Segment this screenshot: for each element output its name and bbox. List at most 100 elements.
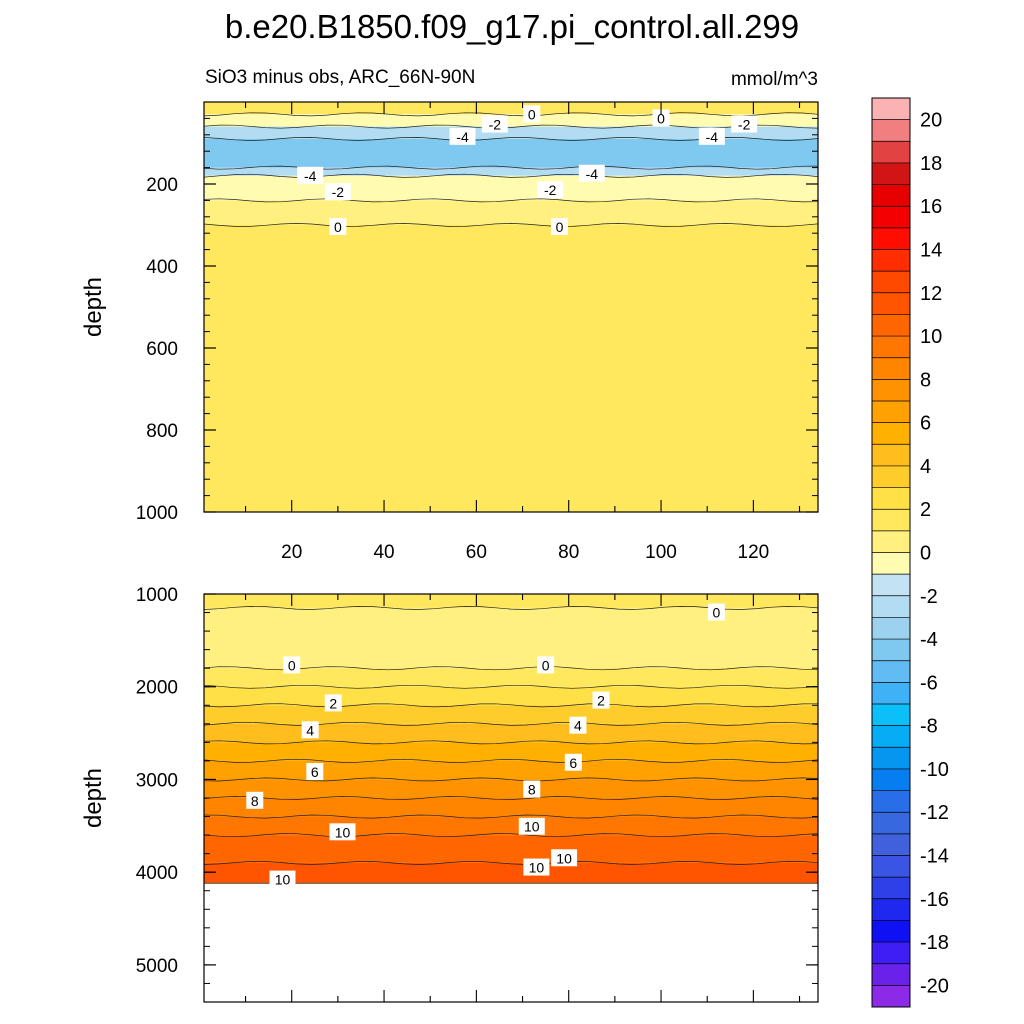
- contour-label-bg: [578, 164, 605, 182]
- x-tick-label: 120: [738, 542, 770, 563]
- colorbar-box: [872, 162, 910, 185]
- contour-label-bg: [306, 763, 324, 781]
- y-tick-label: 2000: [136, 678, 178, 699]
- contour-label: -2: [332, 184, 345, 200]
- contour-label: 0: [288, 657, 296, 673]
- contour-label-bg: [707, 603, 725, 621]
- contour-label: 10: [524, 819, 540, 835]
- contour-line: [203, 740, 819, 745]
- contour-label: 8: [528, 782, 536, 798]
- colorbar-box: [872, 336, 910, 359]
- contour-label-bg: [564, 753, 582, 771]
- colorbar-box: [872, 206, 910, 229]
- contour-band: [204, 594, 818, 608]
- contour-label-bg: [481, 115, 508, 133]
- contour-label-bg: [301, 721, 319, 739]
- contour-label: 4: [306, 722, 314, 738]
- colorbar-tick-label: -20: [920, 975, 949, 997]
- contour-band: [204, 798, 818, 817]
- contour-label-bg: [592, 691, 610, 709]
- contour-label: -2: [489, 117, 502, 133]
- contour-band: [204, 723, 818, 743]
- contour-label: 6: [569, 755, 577, 771]
- colorbar-frame: [871, 97, 911, 1008]
- colorbar-tick-label: -18: [920, 932, 949, 954]
- colorbar-box: [872, 877, 910, 900]
- contour-label: -2: [738, 117, 751, 133]
- contour-label: 2: [329, 695, 337, 711]
- colorbar-box: [872, 379, 910, 402]
- x-tick-label: 60: [466, 542, 487, 563]
- contour-band: [204, 138, 818, 168]
- colorbar-tick-label: -14: [920, 846, 949, 868]
- colorbar-box: [872, 639, 910, 662]
- colorbar-box: [872, 141, 910, 164]
- units-label: mmol/m^3: [731, 69, 818, 90]
- contour-label: -2: [544, 182, 557, 198]
- colorbar-box: [872, 98, 910, 120]
- contour-label: 0: [657, 110, 665, 126]
- contour-label: 0: [528, 106, 536, 122]
- contour-band: [204, 686, 818, 706]
- colorbar-box: [872, 790, 910, 813]
- main-title: b.e20.B1850.f09_g17.pi_control.all.299: [225, 8, 799, 45]
- colorbar-tick-label: 16: [920, 196, 942, 218]
- contour-label-bg: [324, 694, 342, 712]
- colorbar-box: [872, 660, 910, 683]
- contour-label-bg: [329, 218, 347, 236]
- contour-band: [204, 167, 818, 176]
- y-tick-label: 600: [146, 339, 178, 360]
- x-tick-label: 20: [281, 542, 302, 563]
- colorbar-box: [872, 855, 910, 878]
- contour-label-bg: [523, 780, 541, 798]
- y-tick-label: 4000: [136, 863, 178, 884]
- contour-line: [203, 112, 819, 117]
- colorbar-box: [872, 595, 910, 618]
- y-tick-label: 800: [146, 421, 178, 442]
- y-tick-label: 1000: [136, 585, 178, 606]
- y-tick-label: 400: [146, 257, 178, 278]
- contour-label-bg: [537, 181, 564, 199]
- colorbar-box: [872, 833, 910, 856]
- contour-line: [203, 861, 819, 865]
- colorbar-box: [872, 747, 910, 770]
- colorbar-box: [872, 768, 910, 791]
- contour-line: [203, 833, 819, 838]
- colorbar-box: [872, 509, 910, 532]
- colorbar-box: [872, 963, 910, 986]
- contour-band: [204, 200, 818, 225]
- contour-label: 10: [556, 850, 572, 866]
- colorbar-tick-label: 0: [920, 543, 931, 565]
- y-axis-title: depth: [80, 277, 107, 337]
- contour-band: [204, 705, 818, 724]
- colorbar-box: [872, 552, 910, 575]
- colorbar-box: [872, 357, 910, 380]
- colorbar-tick-label: 12: [920, 283, 942, 305]
- contour-label-bg: [537, 656, 555, 674]
- contour-label: 10: [529, 860, 545, 876]
- contour-line: [203, 777, 819, 782]
- colorbar-box: [872, 898, 910, 921]
- colorbar-box: [872, 314, 910, 337]
- contour-label-bg: [283, 656, 301, 674]
- colorbar-tick-label: -2: [920, 586, 938, 608]
- colorbar-tick-label: 20: [920, 110, 942, 132]
- colorbar-box: [872, 812, 910, 835]
- contour-line: [203, 666, 819, 671]
- contour-label-bg: [523, 858, 550, 876]
- contour-label-bg: [449, 127, 476, 145]
- contour-label-bg: [269, 870, 296, 888]
- colorbar-box: [872, 617, 910, 640]
- contour-label: 0: [334, 219, 342, 235]
- contour-label: -4: [456, 129, 469, 145]
- contour-band: [204, 760, 818, 780]
- colorbar-tick-label: -10: [920, 759, 949, 781]
- contour-label: -4: [706, 129, 719, 145]
- contour-label: 2: [597, 693, 605, 709]
- colorbar-box: [872, 465, 910, 488]
- colorbar-box: [872, 401, 910, 423]
- colorbar-box: [872, 227, 910, 250]
- contour-band: [204, 779, 818, 798]
- colorbar-box: [872, 487, 910, 510]
- colorbar-tick-label: -16: [920, 889, 949, 911]
